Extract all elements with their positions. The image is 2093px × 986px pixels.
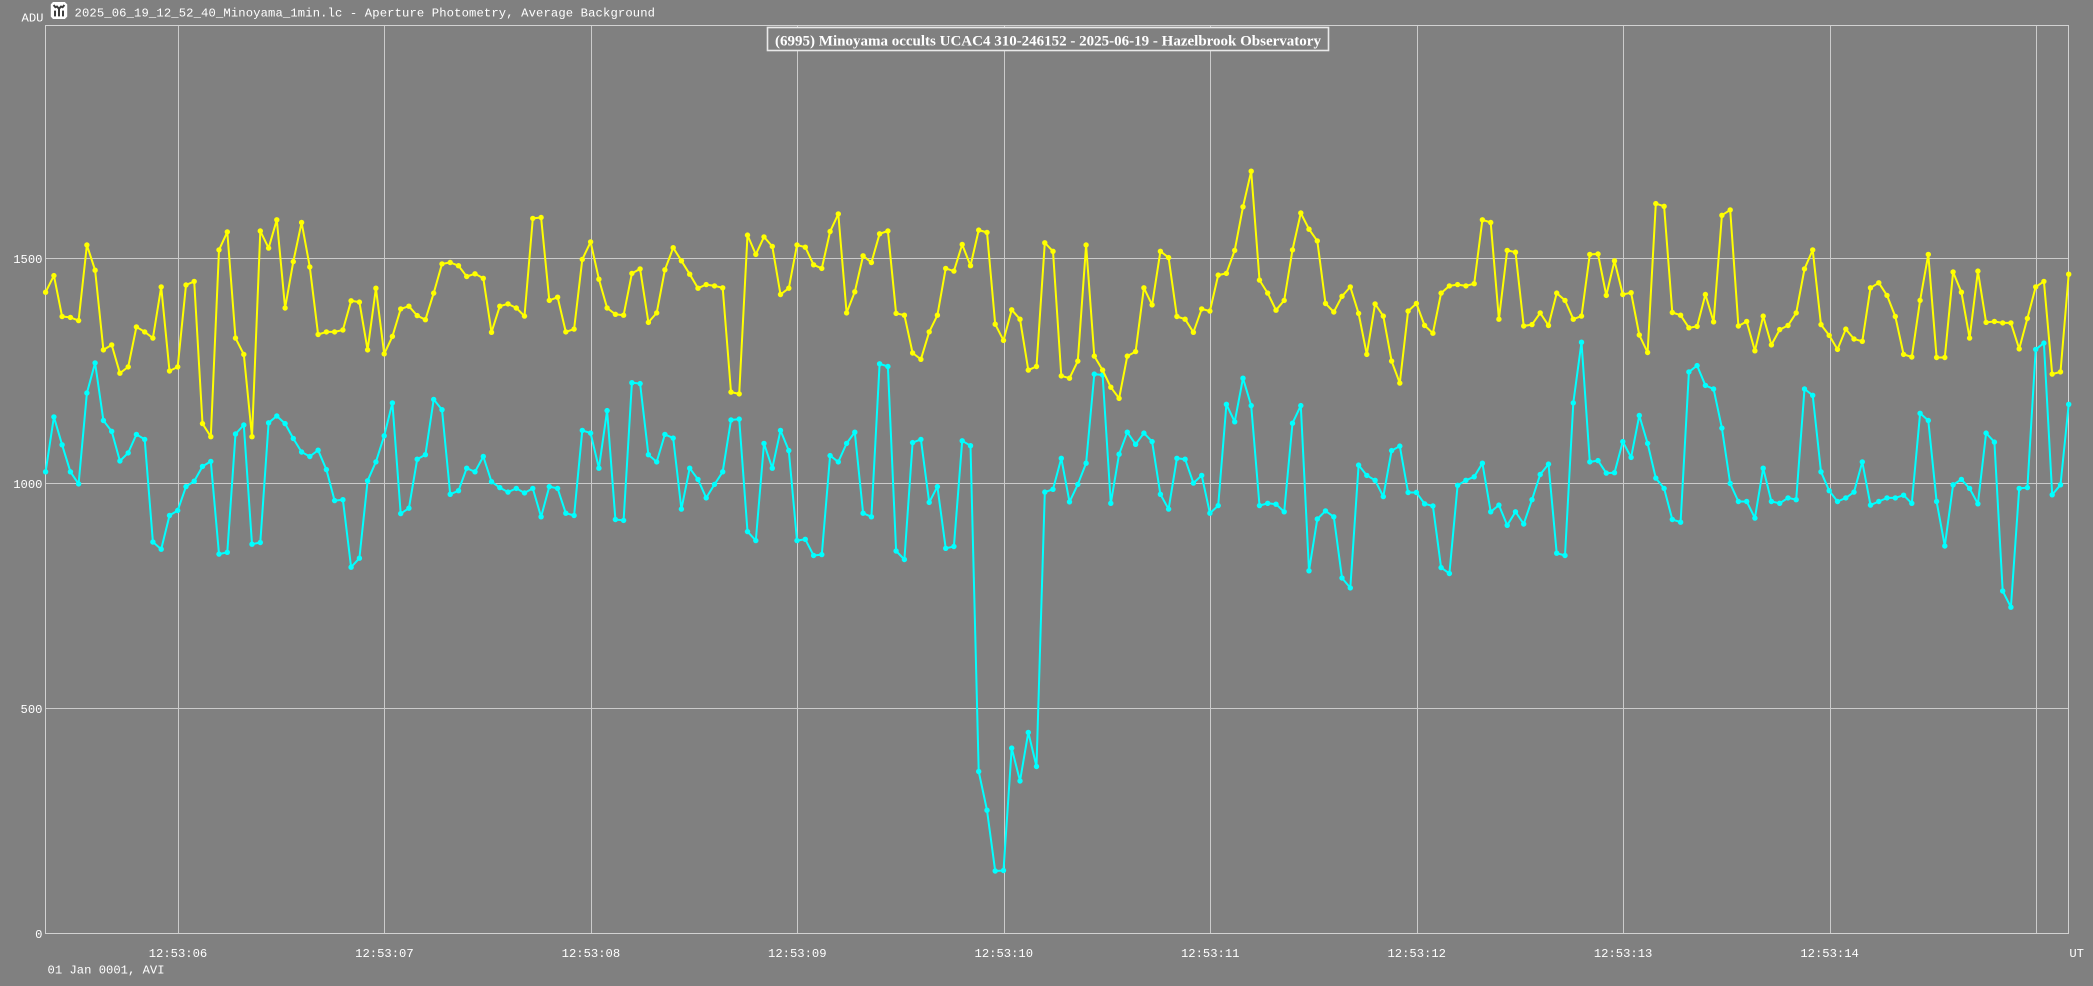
svg-text:500: 500 bbox=[21, 703, 43, 717]
svg-text:12:53:10: 12:53:10 bbox=[975, 947, 1034, 961]
svg-text:ADU: ADU bbox=[22, 12, 44, 26]
svg-text:12:53:13: 12:53:13 bbox=[1594, 947, 1653, 961]
svg-text:(6995) Minoyama occults UCAC4: (6995) Minoyama occults UCAC4 310-246152… bbox=[775, 34, 1321, 50]
svg-text:1000: 1000 bbox=[13, 478, 42, 492]
svg-text:UT: UT bbox=[2069, 947, 2084, 961]
svg-text:12:53:06: 12:53:06 bbox=[149, 947, 208, 961]
svg-text:0: 0 bbox=[35, 928, 42, 942]
svg-text:12:53:12: 12:53:12 bbox=[1387, 947, 1446, 961]
svg-text:12:53:09: 12:53:09 bbox=[768, 947, 827, 961]
svg-text:2025_06_19_12_52_40_Minoyama_1: 2025_06_19_12_52_40_Minoyama_1min.lc - A… bbox=[75, 7, 656, 21]
svg-text:01 Jan 0001, AVI: 01 Jan 0001, AVI bbox=[48, 964, 165, 978]
svg-text:12:53:11: 12:53:11 bbox=[1181, 947, 1240, 961]
svg-text:12:53:08: 12:53:08 bbox=[562, 947, 621, 961]
svg-text:12:53:07: 12:53:07 bbox=[355, 947, 414, 961]
svg-text:12:53:14: 12:53:14 bbox=[1800, 947, 1859, 961]
svg-text:1500: 1500 bbox=[13, 253, 42, 267]
